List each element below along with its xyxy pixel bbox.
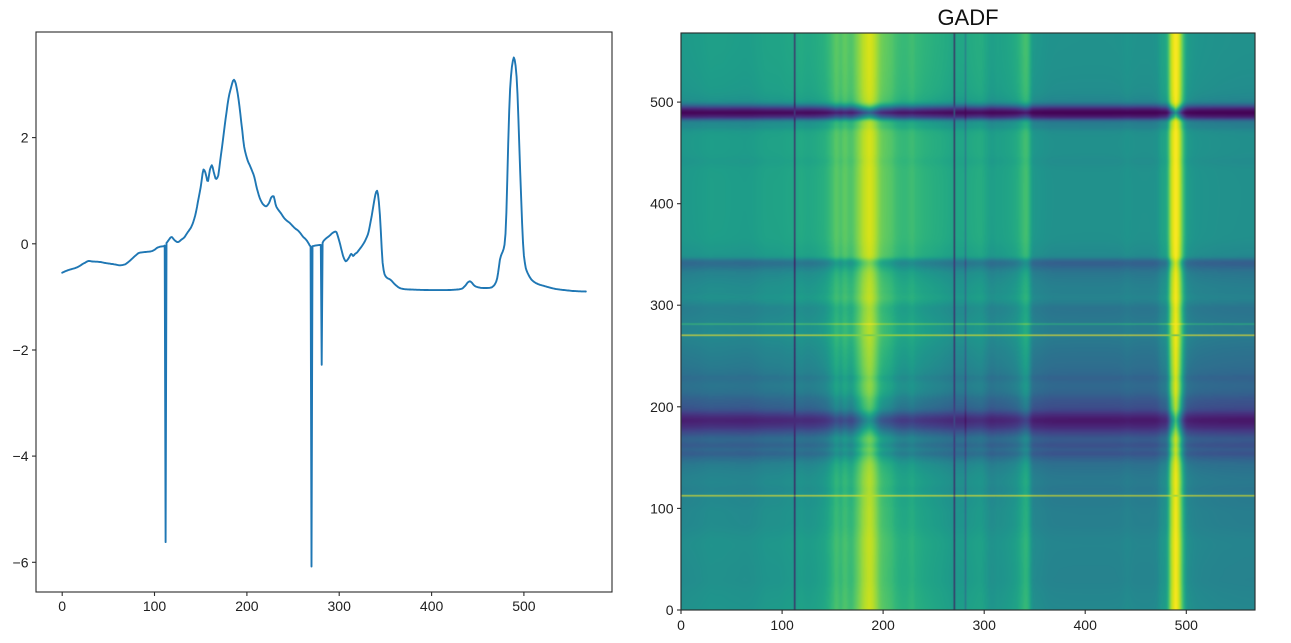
svg-text:400: 400	[1074, 617, 1098, 633]
svg-text:GADF: GADF	[937, 5, 998, 30]
svg-text:400: 400	[420, 598, 444, 614]
svg-text:100: 100	[650, 500, 674, 516]
svg-text:200: 200	[235, 598, 259, 614]
svg-text:300: 300	[973, 617, 997, 633]
svg-text:500: 500	[650, 94, 674, 110]
svg-text:−4: −4	[13, 448, 29, 464]
svg-text:−2: −2	[13, 342, 29, 358]
svg-text:200: 200	[871, 617, 895, 633]
svg-text:400: 400	[650, 196, 674, 212]
svg-text:300: 300	[328, 598, 352, 614]
svg-text:0: 0	[666, 602, 674, 618]
svg-text:0: 0	[677, 617, 685, 633]
svg-text:500: 500	[1175, 617, 1199, 633]
svg-text:200: 200	[650, 399, 674, 415]
svg-text:0: 0	[21, 236, 29, 252]
svg-text:500: 500	[512, 598, 536, 614]
svg-text:300: 300	[650, 297, 674, 313]
svg-text:−6: −6	[13, 554, 29, 570]
svg-text:100: 100	[143, 598, 167, 614]
svg-text:2: 2	[21, 130, 29, 146]
svg-text:100: 100	[770, 617, 794, 633]
svg-text:0: 0	[58, 598, 66, 614]
